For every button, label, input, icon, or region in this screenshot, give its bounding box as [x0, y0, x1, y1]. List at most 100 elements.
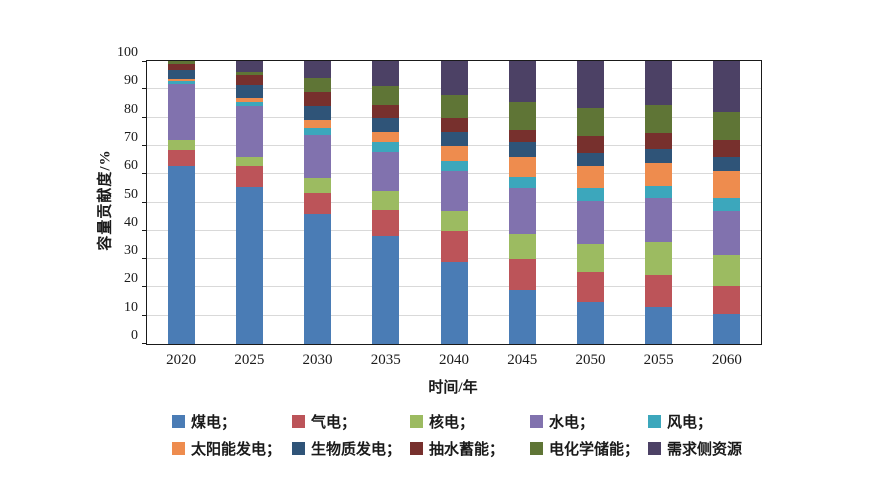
bar-segment-2025-抽水蓄能 [235, 75, 263, 86]
legend-swatch-需求侧资源 [648, 442, 661, 455]
bar-2035 [372, 61, 400, 344]
bar-segment-2055-煤电 [645, 307, 673, 344]
legend-item-电化学储能: 电化学储能； [530, 438, 639, 459]
bar-segment-2030-太阳能发电 [304, 120, 332, 128]
bar-2025 [235, 61, 263, 344]
bar-segment-2060-抽水蓄能 [713, 140, 741, 158]
y-tick-label-20: 20 [124, 271, 138, 287]
bar-segment-2060-核电 [713, 254, 741, 286]
y-tick-mark-10 [142, 314, 147, 316]
legend-item-风电: 风电； [648, 411, 712, 432]
y-tick-mark-80 [142, 116, 147, 118]
legend-item-需求侧资源: 需求侧资源 [648, 438, 742, 459]
bar-segment-2020-核电 [167, 140, 195, 151]
bar-segment-2050-水电 [576, 201, 604, 244]
y-tick-mark-40 [142, 229, 147, 231]
x-tick-label-2030: 2030 [302, 352, 333, 368]
y-tick-label-50: 50 [124, 186, 138, 202]
bar-segment-2040-抽水蓄能 [440, 117, 468, 132]
x-tick-label-2035: 2035 [370, 352, 401, 368]
legend-label-需求侧资源: 需求侧资源 [667, 442, 743, 458]
bar-segment-2050-风电 [576, 188, 604, 202]
bar-segment-2030-生物质发电 [304, 106, 332, 121]
bar-segment-2030-核电 [304, 178, 332, 193]
y-tick-mark-30 [142, 258, 147, 260]
legend-label-太阳能发电: 太阳能发电； [191, 442, 282, 458]
bar-segment-2050-需求侧资源 [576, 61, 604, 108]
bar-segment-2045-气电 [508, 259, 536, 291]
bar-segment-2040-太阳能发电 [440, 145, 468, 162]
legend-label-风电: 风电； [667, 415, 713, 431]
bar-segment-2040-水电 [440, 171, 468, 211]
x-axis-title: 时间/年 [428, 380, 478, 396]
bar-segment-2035-抽水蓄能 [372, 104, 400, 118]
legend-item-水电: 水电； [530, 411, 594, 432]
plot-area: 0 10 20 30 40 50 60 70 80 90 100 2020 2025 2030 2035 20… [117, 45, 762, 368]
bar-segment-2040-风电 [440, 161, 468, 172]
y-tick-label-80: 80 [124, 101, 138, 117]
y-tick-label-10: 10 [124, 299, 138, 315]
legend-label-生物质发电: 生物质发电； [311, 442, 402, 458]
bar-segment-2055-水电 [645, 198, 673, 243]
y-tick-mark-70 [142, 144, 147, 146]
bar-segment-2060-需求侧资源 [713, 61, 741, 112]
y-axis-title: 容量贡献度/% [97, 149, 114, 251]
bar-segment-2020-太阳能发电 [167, 79, 195, 81]
legend-label-煤电: 煤电； [191, 415, 237, 431]
bar-segment-2035-气电 [372, 209, 400, 237]
bar-segment-2020-风电 [167, 80, 195, 84]
y-tick-mark-50 [142, 201, 147, 203]
legend-swatch-煤电 [172, 415, 185, 428]
legend-item-气电: 气电； [292, 411, 356, 432]
bar-segment-2045-核电 [508, 233, 536, 260]
bar-segment-2045-水电 [508, 188, 536, 234]
y-tick-label-70: 70 [124, 129, 138, 145]
bar-segment-2030-电化学储能 [304, 78, 332, 93]
bar-2050 [576, 61, 604, 344]
bar-2020 [167, 61, 195, 344]
x-tick-label-2020: 2020 [166, 352, 197, 368]
legend-item-核电: 核电； [410, 411, 474, 432]
legend-swatch-生物质发电 [292, 442, 305, 455]
bar-segment-2030-风电 [304, 127, 332, 135]
bar-segment-2040-核电 [440, 211, 468, 231]
bar-2040 [440, 61, 468, 344]
legend-label-抽水蓄能: 抽水蓄能； [429, 442, 505, 458]
bar-segment-2040-气电 [440, 230, 468, 262]
bar-2055 [645, 61, 673, 344]
bar-segment-2045-煤电 [508, 290, 536, 344]
y-tick-label-90: 90 [124, 73, 138, 89]
bar-segment-2035-水电 [372, 151, 400, 192]
bar-segment-2035-生物质发电 [372, 117, 400, 132]
bar-segment-2025-电化学储能 [235, 72, 263, 76]
bar-segment-2025-水电 [235, 106, 263, 158]
bar-segment-2045-太阳能发电 [508, 157, 536, 178]
bar-segment-2025-核电 [235, 157, 263, 166]
y-tick-mark-60 [142, 173, 147, 175]
bar-segment-2050-电化学储能 [576, 107, 604, 136]
legend-item-太阳能发电: 太阳能发电； [172, 438, 281, 459]
bar-segment-2060-电化学储能 [713, 111, 741, 141]
bar-segment-2030-气电 [304, 192, 332, 214]
bar-segment-2060-生物质发电 [713, 157, 741, 172]
bar-segment-2055-抽水蓄能 [645, 133, 673, 149]
bar-segment-2060-煤电 [713, 314, 741, 344]
bar-segment-2055-需求侧资源 [645, 61, 673, 105]
x-tick-label-2050: 2050 [575, 352, 606, 368]
bar-segment-2040-需求侧资源 [440, 61, 468, 95]
bar-segment-2020-气电 [167, 150, 195, 166]
bar-segment-2025-气电 [235, 165, 263, 187]
bar-segment-2020-煤电 [167, 165, 195, 344]
bar-segment-2040-电化学储能 [440, 94, 468, 118]
bar-segment-2025-太阳能发电 [235, 97, 263, 103]
y-tick-label-100: 100 [117, 45, 138, 60]
bar-2045 [508, 61, 536, 344]
bar-segment-2050-气电 [576, 271, 604, 302]
bar-segment-2060-气电 [713, 286, 741, 315]
bar-segment-2055-太阳能发电 [645, 162, 673, 186]
y-tick-label-60: 60 [124, 158, 138, 174]
legend-label-气电: 气电； [311, 415, 357, 431]
bar-segment-2050-太阳能发电 [576, 165, 604, 189]
bar-segment-2045-电化学储能 [508, 102, 536, 131]
legend-label-核电: 核电； [429, 415, 475, 431]
